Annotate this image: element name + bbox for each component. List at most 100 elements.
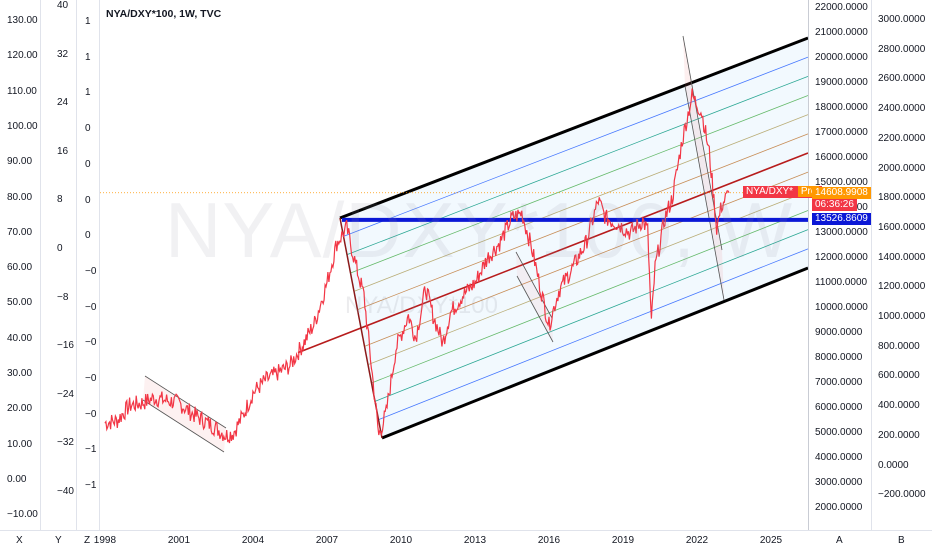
- scale-label: 17000.0000: [815, 127, 868, 138]
- scale-label: 18000.0000: [815, 102, 868, 113]
- scale-label: 110.00: [7, 85, 37, 97]
- scale-label: 70.00: [7, 226, 33, 238]
- scale-label: 5000.0000: [815, 427, 863, 438]
- scale-col-2[interactable]: 40 32 24 16 8 0 −8 −16 −24 −32 −40: [41, 0, 75, 530]
- scale-label: 2400.0000: [878, 103, 926, 115]
- scale-label: −200.0000: [878, 489, 926, 501]
- chart-header-title: NYA/DXY*100, 1W, TVC: [106, 8, 222, 20]
- x-tick-label: 2022: [685, 535, 709, 546]
- scale-label: 22000.0000: [815, 2, 868, 13]
- channel-level-line: [346, 75, 809, 256]
- symbol-tag: NYA/DXY* Pre: [743, 186, 823, 198]
- last-price-tag: 14608.9908: [812, 187, 871, 199]
- scale-label: −10.00: [7, 509, 38, 521]
- scale-label: 21000.0000: [815, 27, 868, 38]
- x-tick-label: 2019: [611, 535, 635, 546]
- channel-level-line: [374, 229, 809, 402]
- scale-label: 6000.0000: [815, 402, 863, 413]
- scale-col-3[interactable]: 1 1 1 0 0 0 0 −0 −0 −0 −0 −0 −1 −1: [77, 0, 99, 530]
- main-price-scale[interactable]: 22000.0000 21000.0000 20000.0000 19000.0000…: [809, 0, 871, 530]
- scale-col-1[interactable]: 130.00 120.00 110.00 100.00 90.00 80.00 70.00 6…: [0, 0, 40, 530]
- scale-label: 130.00: [7, 15, 38, 26]
- scale-label: 16000.0000: [815, 152, 868, 163]
- scale-label: 20000.0000: [815, 52, 868, 63]
- right-scale[interactable]: 3000.0000 2800.0000 2600.0000 2400.0000 2200…: [872, 0, 932, 530]
- channel-level-line: [378, 248, 809, 421]
- trend-channel-2014-upper: [515, 251, 553, 319]
- scale-label: 50.00: [7, 297, 33, 309]
- watermark-small: NYA/DXY*100: [345, 292, 498, 319]
- scale-label: 40: [57, 0, 69, 11]
- scale-label: −32: [57, 437, 74, 449]
- scale-label: 90.00: [7, 156, 33, 168]
- scale-label: 80.00: [7, 191, 33, 203]
- scale-label: 10000.0000: [815, 302, 868, 313]
- scale-label: 12000.0000: [815, 252, 868, 263]
- scale-label: 1400.0000: [878, 251, 926, 263]
- x-tick-label: 2013: [463, 535, 487, 546]
- scale-label: 3000.0000: [878, 14, 926, 25]
- scale-label: 20.00: [7, 403, 33, 415]
- scale-label: 100.00: [7, 120, 38, 132]
- scale-label: 0: [57, 243, 63, 254]
- scale-z-button[interactable]: Z: [84, 535, 91, 546]
- scale-label: 1: [85, 16, 91, 27]
- scale-label: 600.0000: [878, 370, 920, 382]
- channel-midline: [297, 152, 809, 354]
- scale-label: −1: [85, 444, 97, 456]
- trend-channel-2014-lower: [516, 275, 554, 343]
- scale-label: 1800.0000: [878, 192, 926, 204]
- scale-label: −40: [57, 486, 74, 497]
- scale-label: 2200.0000: [878, 132, 926, 144]
- price-scale-divider: [808, 0, 809, 530]
- scale-label: 400.0000: [878, 400, 920, 412]
- scale-label: −24: [57, 388, 74, 400]
- scale-label: 9000.0000: [815, 327, 863, 338]
- scale-label: 32: [57, 48, 69, 60]
- time-axis[interactable]: X Y Z A B 1998 2001 2004 2007 2010 2013 2016 20…: [0, 530, 932, 551]
- scale-x-button[interactable]: X: [16, 535, 23, 546]
- scale-label: 15000.0000: [815, 177, 868, 188]
- scale-label: −0: [85, 373, 97, 384]
- scale-label: −0: [85, 337, 97, 349]
- watermark-symbol: NYA/DXY*100, W: [165, 186, 794, 274]
- scale-label: 1600.0000: [878, 221, 926, 233]
- trend-channel-2021-fill: [683, 36, 724, 300]
- scale-label: 11000.0000: [815, 277, 868, 288]
- scale-label: 2000.0000: [815, 502, 863, 513]
- scale-label: 0.0000: [878, 459, 909, 471]
- scale-label: 8000.0000: [815, 352, 863, 363]
- price-series-line: [104, 88, 730, 444]
- channel-lower-line: [381, 266, 809, 440]
- scale-a-button[interactable]: A: [836, 535, 843, 546]
- scale-b-button[interactable]: B: [898, 535, 905, 546]
- scale-label: 800.0000: [878, 340, 920, 352]
- scale-divider-2: [76, 0, 77, 530]
- scale-label: 0: [85, 230, 91, 242]
- trend-channel-2021-lower: [684, 85, 725, 301]
- hline-price-tag: 13526.8609: [812, 213, 871, 225]
- scale-label: 19000.0000: [815, 77, 868, 88]
- x-tick-label: 2001: [167, 535, 191, 546]
- scale-label: −0: [85, 408, 97, 420]
- scale-label: 7000.0000: [815, 377, 863, 388]
- scale-label: 2800.0000: [878, 43, 926, 55]
- scale-label: −0: [85, 265, 97, 277]
- scale-y-button[interactable]: Y: [55, 535, 62, 546]
- scale-label: 60.00: [7, 262, 33, 274]
- scale-label: 8: [57, 194, 63, 206]
- pre-tag-label: Pre: [797, 186, 820, 197]
- channel-level-line: [343, 56, 809, 237]
- x-tick-label: 2025: [759, 535, 783, 546]
- scale-label: 30.00: [7, 368, 33, 379]
- x-tick-label: 2016: [537, 535, 561, 546]
- scale-label: 0.00: [7, 473, 27, 485]
- chart-plot[interactable]: [0, 0, 932, 530]
- scale-divider-right: [871, 0, 872, 530]
- scale-label: 0: [85, 194, 91, 206]
- channel-fill: [340, 38, 808, 438]
- scale-label: −16: [57, 340, 74, 352]
- scale-label: 3000.0000: [815, 477, 863, 488]
- scale-label: 200.0000: [878, 429, 920, 441]
- scale-label: 1: [85, 51, 91, 63]
